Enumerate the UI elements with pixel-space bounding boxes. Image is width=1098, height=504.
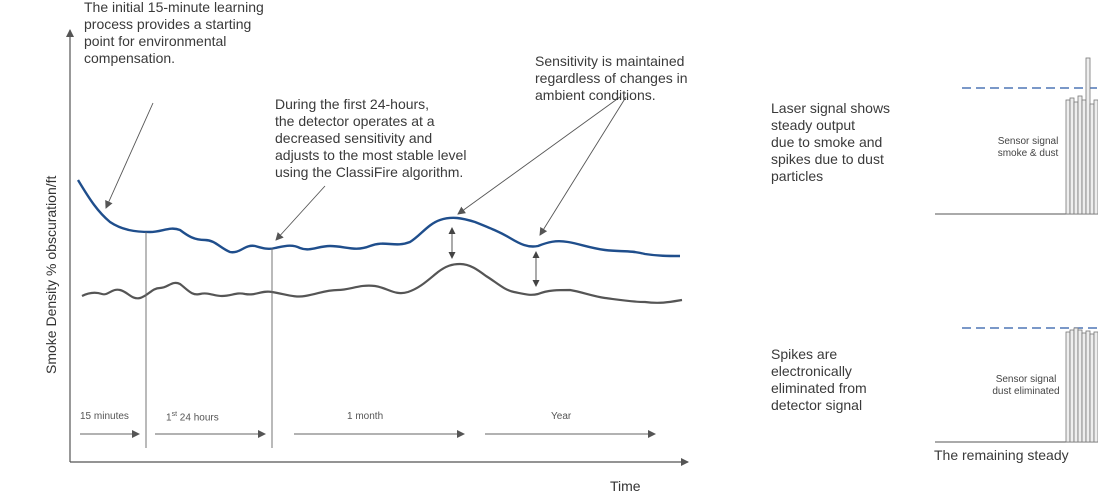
laser-signal-line: steady output bbox=[771, 117, 856, 133]
annotation-sensitivity-line: Sensitivity is maintained bbox=[535, 53, 685, 69]
annotation-first24: During the first 24-hours, the detector … bbox=[275, 96, 466, 181]
sensor-bars-smoke-dust bbox=[1065, 57, 1098, 215]
annotation-learning-line: point for environmental bbox=[84, 33, 227, 49]
phase-label-24h-num: 1 bbox=[166, 412, 172, 424]
spikes-text: Spikes are electronically eliminated fro… bbox=[771, 346, 867, 414]
sensor-label-dust-eliminated: Sensor signal dust eliminated bbox=[986, 374, 1066, 398]
sensor-label-line: dust eliminated bbox=[992, 386, 1060, 397]
phase-label-month: 1 month bbox=[347, 411, 384, 422]
spikes-line: detector signal bbox=[771, 397, 863, 413]
phase-label-24h: 1st 24 hours bbox=[166, 411, 219, 423]
detector-signal-curve bbox=[81, 262, 683, 304]
sensor-label-smoke-dust: Sensor signal smoke & dust bbox=[990, 136, 1066, 160]
spikes-line: Spikes are bbox=[771, 346, 838, 362]
laser-signal-line: spikes due to dust bbox=[771, 151, 884, 167]
phase-label-15min: 15 minutes bbox=[80, 411, 129, 422]
bottom-caption: The remaining steady bbox=[934, 447, 1069, 463]
laser-signal-line: due to smoke and bbox=[771, 134, 883, 150]
annotation-learning-line: compensation. bbox=[84, 50, 176, 66]
y-axis-label: Smoke Density % obscuration/ft bbox=[43, 175, 59, 374]
pointer-first24 bbox=[275, 185, 326, 241]
phase-label-year: Year bbox=[551, 411, 572, 422]
annotation-first24-line: decreased sensitivity and bbox=[275, 130, 433, 146]
pointer-sensitivity-a bbox=[457, 96, 621, 215]
phase-label-24h-sup: st bbox=[171, 411, 178, 418]
laser-signal-text: Laser signal shows steady output due to … bbox=[771, 100, 890, 185]
sensor-label-line: Sensor signal bbox=[995, 374, 1057, 385]
sensor-label-line: Sensor signal bbox=[997, 136, 1059, 147]
annotation-learning-line: process provides a starting bbox=[84, 16, 252, 32]
annotation-first24-line: During the first 24-hours, bbox=[275, 96, 430, 112]
pointer-sensitivity-b bbox=[539, 96, 627, 236]
phase-label-24h-rest: 24 hours bbox=[177, 412, 219, 424]
laser-signal-line: Laser signal shows bbox=[771, 100, 891, 116]
annotation-sensitivity-line: ambient conditions. bbox=[535, 87, 656, 103]
annotation-first24-line: adjusts to the most stable level bbox=[275, 147, 467, 163]
spikes-line: electronically bbox=[771, 363, 852, 379]
annotation-learning: The initial 15-minute learning process p… bbox=[84, 0, 264, 67]
annotation-sensitivity: Sensitivity is maintained regardless of … bbox=[535, 53, 688, 104]
x-axis-label: Time bbox=[610, 478, 641, 494]
spikes-line: eliminated from bbox=[771, 380, 867, 396]
sensor-label-line: smoke & dust bbox=[997, 148, 1059, 159]
pointer-learning bbox=[105, 102, 154, 209]
annotation-learning-line: The initial 15-minute learning bbox=[84, 0, 264, 15]
alarm-level-curve bbox=[76, 179, 681, 258]
annotation-sensitivity-line: regardless of changes in bbox=[535, 70, 688, 86]
sensor-bars-dust-eliminated bbox=[1065, 327, 1098, 443]
laser-signal-line: particles bbox=[771, 168, 824, 184]
annotation-first24-line: using the ClassiFire algorithm. bbox=[275, 164, 464, 180]
annotation-first24-line: the detector operates at a bbox=[275, 113, 435, 129]
